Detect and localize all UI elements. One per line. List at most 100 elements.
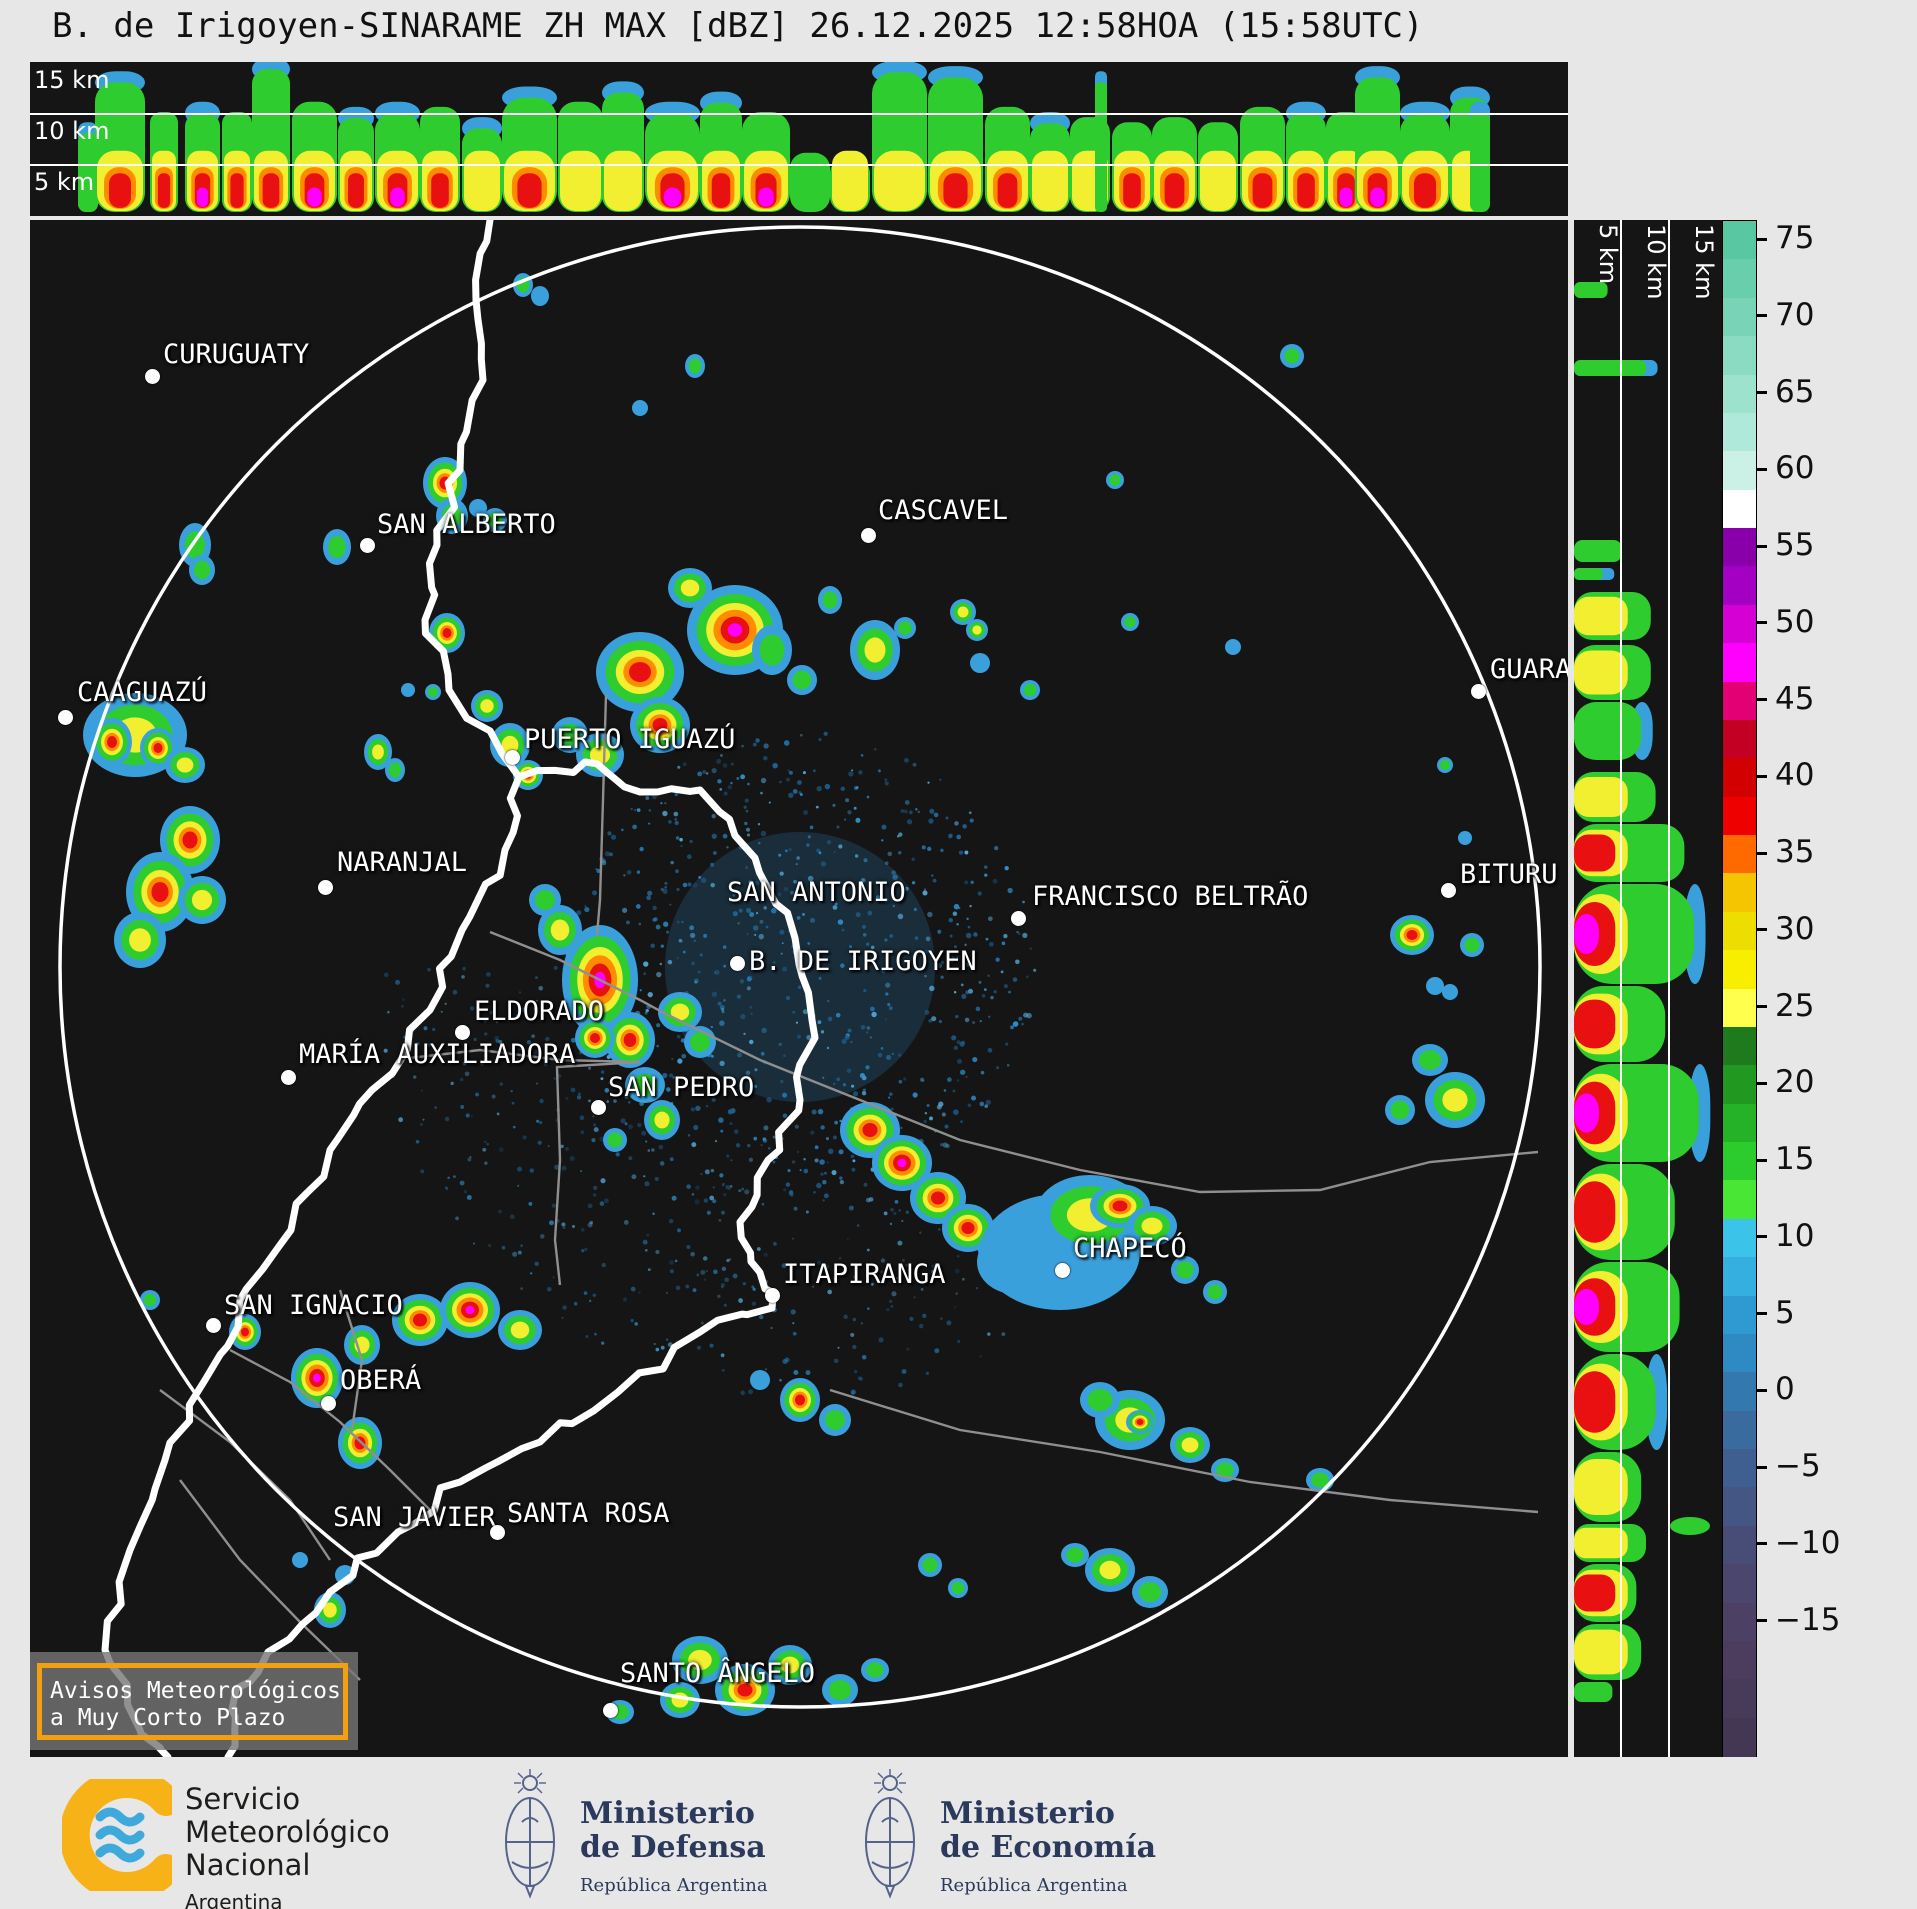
top-axis-label-5km: 5 km [34,168,95,196]
colorbar-step [1723,1218,1756,1258]
admin-boundary-line [829,1388,1539,1514]
colorbar-step [1723,1372,1756,1412]
colorbar-step [1723,1180,1756,1220]
city-dot-puerto-iguaz- [505,750,520,765]
city-label-naranjal: NARANJAL [337,847,468,878]
colorbar-step [1723,1679,1756,1719]
right-cross-section-plot [1574,220,1722,1757]
top-axis-label-15km: 15 km [34,66,110,94]
echo-cell [471,690,503,722]
colorbar-step [1723,643,1756,682]
border-river [224,758,819,1757]
colorbar-tick [1757,1081,1767,1085]
colorbar-step [1723,988,1756,1028]
echo-cell [685,354,705,378]
smn-text-1: Servicio [185,1782,301,1816]
colorbar-tick-label-75: 75 [1775,220,1815,257]
colorbar-step [1723,1640,1756,1680]
echo-cell [644,1100,680,1140]
radar-map-graphics [30,220,1568,1757]
echo-cell [768,1645,812,1685]
warning-box: Avisos Meteorológicos a Muy Corto Plazo [30,1652,358,1750]
echo-cell [425,684,441,700]
colorbar-step [1723,566,1756,606]
top-echo-column [1030,112,1070,212]
echo-cell [1126,1410,1154,1434]
echo-cell [658,992,702,1032]
echo-cell [625,1067,665,1103]
top-echo-column [1355,66,1400,212]
colorbar-tick-label-0: 0 [1775,1371,1795,1408]
right-echo-row [1574,1524,1646,1562]
colorbar-step [1723,1449,1756,1488]
echo-cell [630,697,690,753]
admin-boundary-line [229,1348,441,1521]
top-echo-column [150,112,178,212]
colorbar-step [1723,1026,1756,1066]
right-echo-row [1574,592,1651,640]
economia-sub: República Argentina [940,1875,1128,1896]
echo-cell [1203,1280,1227,1304]
smn-logo-icon [62,1779,172,1891]
top-echo-column [830,150,870,212]
top-echo-column [602,81,644,212]
city-label-san-alberto: SAN ALBERTO [377,509,556,540]
top-5km-line [30,164,1568,166]
city-dot-san-alberto [360,538,375,553]
city-dot-francisco-beltr-o [1011,911,1026,926]
echo-cell [605,1012,655,1068]
echo-cell [1132,1576,1168,1608]
echo-cell [1458,831,1472,845]
top-echo-column [1286,101,1326,212]
colorbar-tick [1757,1465,1767,1469]
city-label-itapiranga: ITAPIRANGA [783,1259,946,1290]
top-10km-line [30,113,1568,115]
colorbar-step [1723,1602,1756,1642]
dbz-colorbar [1722,220,1757,1757]
right-axis-label-15km: 15 km [1690,224,1718,300]
right-axis-label-10km: 10 km [1642,224,1670,300]
top-echo-column [985,106,1030,212]
top-echo-column [292,101,337,212]
city-label-santo-ngelo: SANTO ÂNGELO [620,1658,816,1689]
city-label-san-antonio: SAN ANTONIO [727,877,906,908]
smn-country: Argentina [185,1890,283,1909]
colorbar-step [1723,489,1756,529]
right-echo-row [1574,884,1706,984]
echo-cell [385,758,405,782]
city-label-bituru: BITURU [1460,859,1558,890]
echo-cell [1061,1543,1089,1567]
admin-boundary-line [489,930,663,1014]
colorbar-step [1723,873,1756,913]
page-title: B. de Irigoyen-SINARAME ZH MAX [dBZ] 26.… [52,6,1424,46]
colorbar-tick-label-60: 60 [1775,450,1815,487]
colorbar-tick-label-45: 45 [1775,680,1815,717]
echo-cell [114,912,166,968]
echo-cell [1437,757,1453,773]
echo-cell [668,568,712,608]
echo-cell [552,717,588,753]
echo-cell [894,617,916,639]
colorbar-step [1723,336,1756,375]
city-dot-san-pedro [591,1100,606,1115]
colorbar-tick [1757,544,1767,548]
colorbar-tick [1757,391,1767,395]
right-echo-row [1574,568,1615,580]
city-label-santa-rosa: SANTA ROSA [507,1498,670,1529]
city-dot-naranjal [318,880,333,895]
colorbar-tick [1757,467,1767,471]
colorbar-tick-label-25: 25 [1775,987,1815,1024]
echo-cell [401,683,415,697]
echo-cell [872,1135,932,1191]
echo-cell [948,1578,968,1598]
top-echo-column [1095,71,1107,212]
echo-cell [1020,680,1040,700]
echo-cell [1460,933,1484,957]
colorbar-step [1723,950,1756,989]
echo-cell [780,1378,820,1422]
city-dot-cascavel [861,528,876,543]
warning-box-border [37,1663,348,1740]
top-echo-column [700,91,742,212]
echo-cell [861,1658,889,1682]
